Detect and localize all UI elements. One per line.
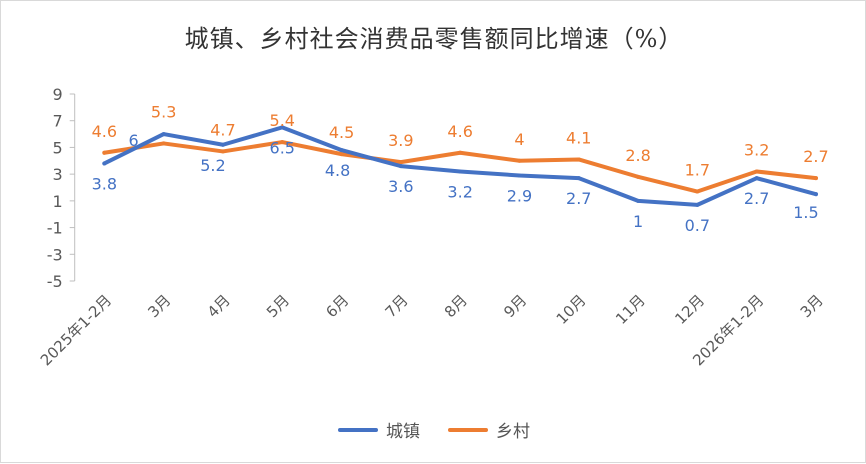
data-label: 4.7 (210, 120, 235, 139)
data-label: 3.9 (388, 131, 413, 150)
data-point (754, 176, 759, 181)
data-point (339, 148, 344, 153)
data-point (102, 150, 107, 155)
data-point (398, 164, 403, 169)
data-point (695, 202, 700, 207)
data-label: 2.7 (803, 147, 828, 166)
data-point (576, 176, 581, 181)
legend-label-rural: 乡村 (496, 422, 530, 442)
x-tick-label: 4月 (204, 291, 234, 321)
data-point (161, 141, 166, 146)
y-tick-label: 1 (53, 192, 63, 211)
data-point (458, 150, 463, 155)
legend-label-urban: 城镇 (386, 422, 420, 442)
y-tick-label: -1 (47, 219, 63, 238)
data-label: 4.6 (92, 122, 117, 141)
data-label: 2.8 (625, 146, 650, 165)
data-label: 5.3 (151, 102, 176, 121)
data-label: 1 (633, 212, 643, 231)
data-point (636, 174, 641, 179)
data-point (339, 152, 344, 157)
data-label: 6 (129, 131, 139, 150)
data-point (576, 157, 581, 162)
data-label: 2.9 (507, 186, 532, 205)
x-tick-label: 11月 (612, 291, 649, 328)
y-tick-label: 9 (53, 85, 63, 104)
data-point (813, 176, 818, 181)
legend-item-rural[interactable]: 乡村 (448, 417, 530, 442)
data-point (695, 189, 700, 194)
x-tick-label: 3月 (144, 291, 174, 321)
data-label: 4.6 (447, 122, 472, 141)
data-point (517, 173, 522, 178)
data-label: 5.4 (270, 111, 295, 130)
data-label: 1.5 (793, 203, 818, 222)
data-point (458, 169, 463, 174)
data-label: 2.7 (744, 189, 769, 208)
y-tick-label: 5 (53, 138, 63, 157)
data-label: 2.7 (566, 189, 591, 208)
x-tick-label: 3月 (797, 291, 827, 321)
data-point (280, 140, 285, 145)
chart-title: 城镇、乡村社会消费品零售额同比增速（%） (184, 25, 684, 53)
data-label: 6.5 (270, 138, 295, 157)
data-label: 4.1 (566, 128, 591, 147)
x-tick-label: 5月 (263, 291, 293, 321)
data-point (161, 132, 166, 137)
y-tick-label: 7 (53, 112, 63, 131)
data-point (813, 192, 818, 197)
data-label: 1.7 (685, 161, 710, 180)
data-label: 3.8 (92, 174, 117, 193)
x-tick-label: 10月 (553, 291, 590, 328)
data-label: 0.7 (685, 216, 710, 235)
legend: 城镇 乡村 (1, 417, 866, 442)
y-tick-label: 3 (53, 165, 63, 184)
data-label: 3.2 (447, 182, 472, 201)
legend-item-urban[interactable]: 城镇 (338, 417, 420, 442)
legend-swatch-rural (448, 427, 488, 432)
x-tick-label: 2025年1-2月 (37, 291, 115, 369)
data-label: 4.8 (325, 161, 350, 180)
legend-swatch-urban (338, 427, 378, 432)
y-tick-label: -5 (47, 272, 63, 291)
data-point (220, 149, 225, 154)
data-label: 3.6 (388, 177, 413, 196)
data-point (102, 161, 107, 166)
data-label: 5.2 (200, 156, 225, 175)
x-tick-label: 6月 (322, 291, 352, 321)
x-tick-label: 12月 (671, 291, 708, 328)
data-point (517, 158, 522, 163)
data-label: 4.5 (329, 123, 354, 142)
x-tick-label: 8月 (441, 291, 471, 321)
data-point (280, 125, 285, 130)
x-tick-label: 9月 (500, 291, 530, 321)
data-label: 3.2 (744, 140, 769, 159)
data-point (636, 198, 641, 203)
y-tick-label: -3 (47, 245, 63, 264)
data-point (220, 142, 225, 147)
data-point (754, 169, 759, 174)
data-label: 4 (514, 130, 524, 149)
x-tick-label: 7月 (382, 291, 412, 321)
data-point (398, 160, 403, 165)
